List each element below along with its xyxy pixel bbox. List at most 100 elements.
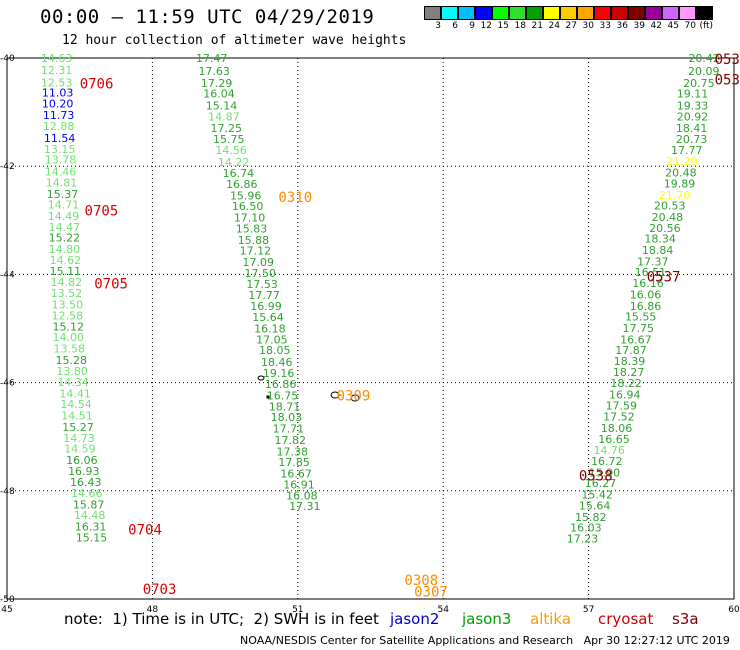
wave-height-value: 16.04 <box>203 88 235 101</box>
wave-height-value: 20.48 <box>652 211 684 224</box>
scale-swatch <box>441 6 458 20</box>
note-text: note: 1) Time is in UTC; 2) SWH is in fe… <box>64 610 379 628</box>
wave-height-value: 16.08 <box>286 490 318 503</box>
scale-label: 45 <box>667 21 679 31</box>
wave-height-value: 17.37 <box>637 255 669 268</box>
legend-jason3: jason3 <box>462 610 512 628</box>
wave-height-value: 16.91 <box>283 478 315 491</box>
scale-label: 30 <box>582 21 594 31</box>
pass-time-label: 0537 <box>647 269 681 285</box>
legend-altika: altika <box>530 610 572 628</box>
wave-height-value: 17.59 <box>606 399 638 412</box>
wave-height-value: 18.84 <box>642 244 674 257</box>
wave-height-value: 16.06 <box>630 288 662 301</box>
axis-tick-labels: 45 48 51 54 57 60 -40 -42 -44 -46 -48 -50 <box>0 54 740 615</box>
scale-label: 42 <box>650 21 662 31</box>
wave-height-value: 16.31 <box>75 521 107 534</box>
scale-label: (ft) <box>699 21 713 31</box>
wave-height-value: 15.12 <box>53 320 85 333</box>
wave-height-value: 11.73 <box>43 109 75 122</box>
wave-height-value: 16.06 <box>66 454 98 467</box>
wave-height-value: 15.96 <box>230 189 261 202</box>
wave-height-value: 15.82 <box>575 511 607 524</box>
wave-height-value: 19.33 <box>677 100 709 113</box>
map-title: 00:00 — 11:59 UTC 04/29/2019 <box>40 6 375 28</box>
wave-height-value: 15.37 <box>47 188 79 201</box>
y-tick-label: -48 <box>0 487 15 497</box>
wave-height-value: 17.38 <box>276 445 308 458</box>
wave-height-value: 13.52 <box>51 287 82 300</box>
scale-swatch <box>696 6 713 20</box>
scale-swatch <box>577 6 594 20</box>
wave-height-value: 14.56 <box>215 144 247 157</box>
scale-label: 24 <box>548 21 560 31</box>
wave-height-value: 16.86 <box>630 300 662 313</box>
wave-height-value: 14.82 <box>51 276 82 289</box>
wave-height-value: 14.63 <box>41 52 73 65</box>
wave-height-value: 17.23 <box>567 532 599 545</box>
wave-height-value: 12.31 <box>41 64 73 77</box>
wave-height-value: 11.03 <box>42 87 73 100</box>
wave-height-value: 17.12 <box>240 245 272 258</box>
wave-height-value: 12.88 <box>43 120 75 133</box>
wave-height-value: 18.46 <box>261 356 293 369</box>
wave-height-value: 13.50 <box>52 299 84 312</box>
wave-height-value: 14.80 <box>49 243 81 256</box>
wave-height-value: 16.94 <box>609 389 641 402</box>
wave-height-value: 16.18 <box>254 323 286 336</box>
scale-label: 15 <box>497 21 509 31</box>
scale-swatch <box>543 6 560 20</box>
pass-time-label: 053 <box>715 52 740 68</box>
wave-height-value: 20.48 <box>665 167 697 180</box>
wave-height-value: 16.74 <box>223 167 255 180</box>
scale-swatch <box>509 6 526 20</box>
wave-height-value: 15.11 <box>50 265 82 278</box>
wave-height-value: 21.20 <box>666 155 698 168</box>
scale-swatch <box>594 6 611 20</box>
wave-height-value: 20.53 <box>654 200 686 213</box>
wave-height-value: 15.28 <box>55 354 87 367</box>
wave-height-value: 18.27 <box>613 366 645 379</box>
pass-time-label: 0538 <box>579 469 613 485</box>
wave-height-value: 14.62 <box>50 254 82 267</box>
wave-height-value: 13.78 <box>45 154 77 167</box>
scale-label: 21 <box>531 21 543 31</box>
wave-height-value: 13.58 <box>54 343 86 356</box>
pass-time-label: 0706 <box>80 76 114 92</box>
wave-height-value: 16.86 <box>265 378 297 391</box>
wave-height-value: 16.86 <box>226 178 258 191</box>
pass-time-label: 0310 <box>278 190 312 206</box>
wave-height-value: 14.46 <box>45 166 77 179</box>
wave-height-value: 17.77 <box>248 289 280 302</box>
pass-time-label: 0705 <box>85 203 119 219</box>
wave-height-value: 14.71 <box>48 199 80 212</box>
y-tick-label: -46 <box>0 379 15 389</box>
wave-height-value: 14.47 <box>49 221 81 234</box>
wave-height-value: 14.48 <box>74 509 106 522</box>
wave-height-value: 20.92 <box>677 110 709 123</box>
pass-time-label: 0309 <box>337 389 371 405</box>
pass-time-label: 0703 <box>143 582 177 598</box>
x-tick-label: 60 <box>728 605 740 615</box>
island <box>350 394 360 402</box>
wave-height-value: 16.03 <box>570 522 602 535</box>
wave-height-value: 16.93 <box>68 465 100 478</box>
legend-s3a: s3a <box>672 610 699 628</box>
wave-height-value: 17.85 <box>278 456 310 469</box>
wave-height-value: 17.71 <box>273 423 305 436</box>
wave-height-value: 10.20 <box>42 97 73 110</box>
legend-cryosat: cryosat <box>598 610 654 628</box>
wave-height-value: 17.10 <box>234 212 266 225</box>
wave-height-value: 17.52 <box>603 411 635 424</box>
wave-height-value: 15.64 <box>252 311 284 324</box>
y-tick-label: -50 <box>0 595 15 605</box>
x-tick-label: 51 <box>292 605 303 615</box>
wave-height-value: 15.87 <box>73 498 105 511</box>
pass-time-label: 0705 <box>94 277 128 293</box>
wave-height-value: 15.15 <box>76 531 108 544</box>
plot-frame <box>6 57 735 600</box>
scale-label: 18 <box>514 21 526 31</box>
wave-height-value: 15.14 <box>206 100 238 113</box>
wave-height-value: 14.22 <box>218 156 250 169</box>
wave-height-value: 17.53 <box>246 278 278 291</box>
